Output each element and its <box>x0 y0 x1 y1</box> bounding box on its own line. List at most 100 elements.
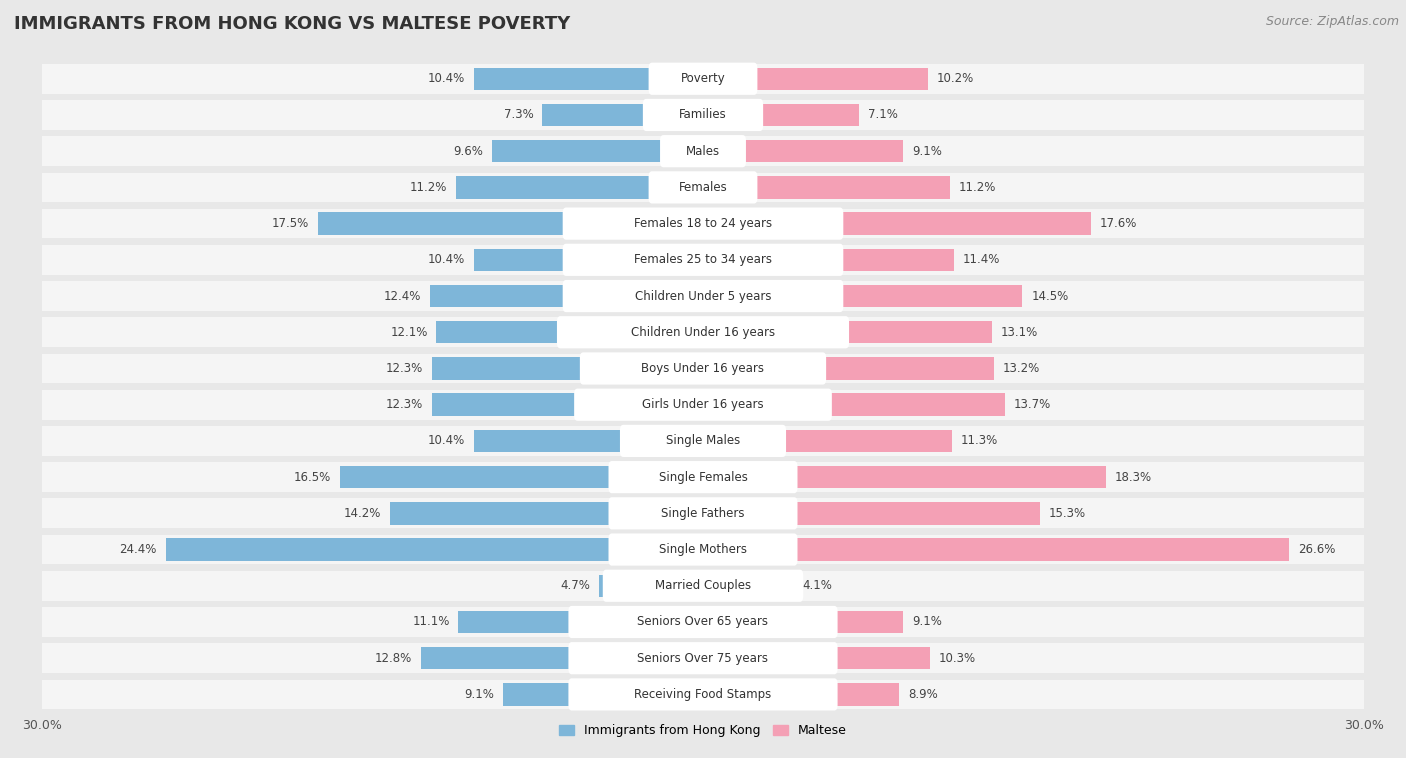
Text: Children Under 5 years: Children Under 5 years <box>634 290 772 302</box>
Text: 10.2%: 10.2% <box>936 72 974 85</box>
Bar <box>703 683 898 706</box>
Bar <box>457 176 703 199</box>
Bar <box>703 249 955 271</box>
FancyBboxPatch shape <box>603 570 803 602</box>
Bar <box>703 104 859 126</box>
FancyBboxPatch shape <box>620 424 786 457</box>
Bar <box>318 212 703 235</box>
Bar <box>703 140 904 162</box>
Bar <box>42 354 1364 384</box>
Text: 11.3%: 11.3% <box>960 434 998 447</box>
Bar <box>391 502 703 525</box>
FancyBboxPatch shape <box>562 280 844 312</box>
Text: 10.4%: 10.4% <box>427 72 465 85</box>
Text: 13.2%: 13.2% <box>1002 362 1040 375</box>
Text: Children Under 16 years: Children Under 16 years <box>631 326 775 339</box>
Text: 11.2%: 11.2% <box>959 181 995 194</box>
Text: 12.4%: 12.4% <box>384 290 420 302</box>
Text: 12.8%: 12.8% <box>375 652 412 665</box>
Bar <box>703 575 793 597</box>
Bar <box>430 285 703 307</box>
Text: 12.3%: 12.3% <box>387 398 423 411</box>
Text: Females 18 to 24 years: Females 18 to 24 years <box>634 217 772 230</box>
Bar <box>42 208 1364 239</box>
Bar <box>502 683 703 706</box>
Text: Single Mothers: Single Mothers <box>659 543 747 556</box>
Text: 9.1%: 9.1% <box>464 688 494 701</box>
Bar <box>42 390 1364 419</box>
FancyBboxPatch shape <box>648 63 758 95</box>
Bar <box>543 104 703 126</box>
Bar <box>474 249 703 271</box>
FancyBboxPatch shape <box>562 244 844 276</box>
Bar <box>703 611 904 633</box>
Text: Females: Females <box>679 181 727 194</box>
Bar <box>436 321 703 343</box>
FancyBboxPatch shape <box>568 678 838 710</box>
Bar <box>42 318 1364 347</box>
Bar <box>703 67 928 90</box>
Bar <box>42 534 1364 565</box>
Bar <box>703 538 1289 561</box>
Bar <box>703 466 1107 488</box>
Text: 11.1%: 11.1% <box>412 615 450 628</box>
Text: 13.7%: 13.7% <box>1014 398 1050 411</box>
Text: 15.3%: 15.3% <box>1049 507 1085 520</box>
FancyBboxPatch shape <box>557 316 849 349</box>
FancyBboxPatch shape <box>574 389 832 421</box>
Bar <box>42 136 1364 166</box>
Text: 24.4%: 24.4% <box>120 543 156 556</box>
Bar <box>42 499 1364 528</box>
Bar <box>703 212 1091 235</box>
Text: 9.1%: 9.1% <box>912 145 942 158</box>
Text: Females 25 to 34 years: Females 25 to 34 years <box>634 253 772 266</box>
Text: 26.6%: 26.6% <box>1298 543 1336 556</box>
FancyBboxPatch shape <box>579 352 827 384</box>
Text: 11.4%: 11.4% <box>963 253 1000 266</box>
FancyBboxPatch shape <box>609 461 797 493</box>
Bar <box>474 67 703 90</box>
FancyBboxPatch shape <box>643 99 763 131</box>
Text: 12.1%: 12.1% <box>391 326 427 339</box>
Text: 8.9%: 8.9% <box>908 688 938 701</box>
Bar <box>432 357 703 380</box>
Text: 11.2%: 11.2% <box>411 181 447 194</box>
Text: Males: Males <box>686 145 720 158</box>
Bar <box>703 430 952 452</box>
Bar <box>42 281 1364 311</box>
Text: 17.6%: 17.6% <box>1099 217 1137 230</box>
Text: 10.3%: 10.3% <box>939 652 976 665</box>
Bar <box>432 393 703 416</box>
Bar <box>42 100 1364 130</box>
Text: 14.2%: 14.2% <box>344 507 381 520</box>
Bar <box>42 680 1364 709</box>
FancyBboxPatch shape <box>568 642 838 675</box>
Bar <box>703 647 929 669</box>
Text: Seniors Over 75 years: Seniors Over 75 years <box>637 652 769 665</box>
Bar <box>42 607 1364 637</box>
Bar <box>339 466 703 488</box>
Text: Receiving Food Stamps: Receiving Food Stamps <box>634 688 772 701</box>
Bar <box>458 611 703 633</box>
FancyBboxPatch shape <box>659 135 747 168</box>
Bar <box>703 357 994 380</box>
Text: Source: ZipAtlas.com: Source: ZipAtlas.com <box>1265 15 1399 28</box>
Text: Married Couples: Married Couples <box>655 579 751 592</box>
Text: 12.3%: 12.3% <box>387 362 423 375</box>
FancyBboxPatch shape <box>562 208 844 240</box>
Legend: Immigrants from Hong Kong, Maltese: Immigrants from Hong Kong, Maltese <box>554 719 852 742</box>
Text: Girls Under 16 years: Girls Under 16 years <box>643 398 763 411</box>
Bar <box>420 647 703 669</box>
Text: 7.1%: 7.1% <box>868 108 898 121</box>
Bar <box>703 393 1005 416</box>
Text: 9.1%: 9.1% <box>912 615 942 628</box>
Text: 4.7%: 4.7% <box>561 579 591 592</box>
Bar <box>703 321 991 343</box>
Text: 18.3%: 18.3% <box>1115 471 1152 484</box>
Text: 7.3%: 7.3% <box>503 108 533 121</box>
Bar <box>703 502 1040 525</box>
Text: 4.1%: 4.1% <box>801 579 832 592</box>
Text: 14.5%: 14.5% <box>1031 290 1069 302</box>
Bar <box>42 426 1364 456</box>
Text: 10.4%: 10.4% <box>427 253 465 266</box>
